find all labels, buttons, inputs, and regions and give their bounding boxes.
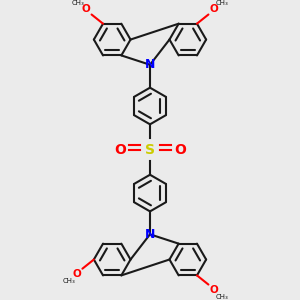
Text: O: O	[210, 285, 218, 295]
Text: O: O	[174, 142, 186, 157]
Text: O: O	[82, 4, 90, 14]
Text: CH₃: CH₃	[71, 0, 84, 6]
Text: CH₃: CH₃	[216, 294, 229, 300]
Text: CH₃: CH₃	[62, 278, 75, 284]
Text: CH₃: CH₃	[216, 0, 229, 6]
Text: N: N	[145, 228, 155, 241]
Text: O: O	[114, 142, 126, 157]
Text: O: O	[210, 4, 218, 14]
Text: O: O	[72, 269, 81, 279]
Text: S: S	[145, 142, 155, 157]
Text: N: N	[145, 58, 155, 71]
